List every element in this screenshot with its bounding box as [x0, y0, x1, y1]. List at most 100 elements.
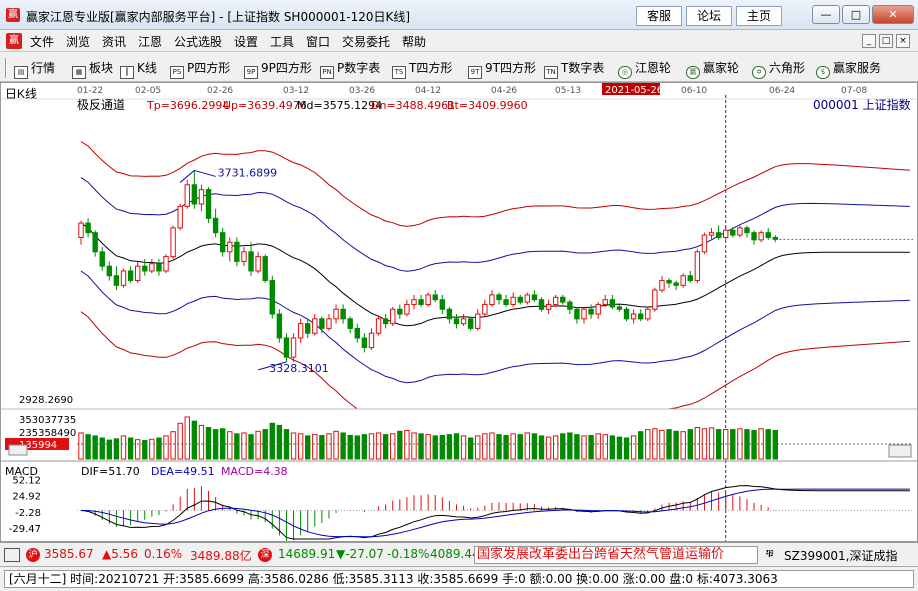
toolbar-9t-button[interactable]: 9T 9T四方形 — [468, 59, 536, 79]
volume-bar — [184, 416, 190, 460]
toolbar-label: T四方形 — [409, 61, 453, 75]
volume-bar — [149, 438, 155, 460]
volume-bar — [496, 434, 502, 460]
candle-body — [134, 265, 141, 282]
grid-icon[interactable] — [4, 548, 20, 562]
candle-body — [538, 299, 545, 310]
volume-bar — [326, 433, 332, 460]
candle-body — [397, 308, 403, 315]
forum-link[interactable]: 论坛 — [686, 6, 732, 26]
volume-bar — [156, 437, 162, 460]
candle-body — [510, 296, 516, 305]
toolbar-sector-button[interactable]: ▦ 板块 — [72, 59, 113, 79]
menu-help[interactable]: 帮助 — [402, 35, 427, 49]
sh-index-icon: 沪 — [26, 548, 40, 562]
toolbar-winner-wheel-button[interactable]: 赢赢家轮 — [686, 59, 739, 79]
toolbar-service-button[interactable]: $ 赢家服务 — [816, 59, 881, 79]
candle-body — [496, 294, 502, 301]
volume-bar — [312, 434, 318, 460]
macd-y-tick: -2.28 — [15, 508, 41, 519]
mdi-close-button[interactable]: × — [896, 34, 910, 48]
mdi-minimize-button[interactable]: _ — [862, 34, 876, 48]
param-md: Md=3575.1294 — [297, 99, 382, 112]
chart-area[interactable]: 日K线 01-22 02-05 02-26 03-12 03-26 04-12 04-26 05… — [0, 82, 918, 542]
candle-body — [127, 270, 134, 282]
candle-body — [290, 337, 297, 358]
candle-body — [255, 256, 261, 272]
volume-bar — [510, 433, 516, 460]
candle-body — [652, 289, 658, 310]
maximize-button[interactable]: □ — [842, 5, 870, 24]
menu-gann[interactable]: 江恩 — [138, 35, 163, 49]
homepage-link[interactable]: 主页 — [736, 6, 782, 26]
menu-trade[interactable]: 交易委托 — [342, 35, 391, 49]
low-marker-line — [257, 361, 287, 371]
volume-bar — [248, 434, 254, 460]
toolbar-hexagon-button[interactable]: ✡ 六角形 — [752, 59, 805, 79]
winner-wheel-icon: 赢 — [686, 66, 700, 79]
candle-body — [149, 263, 155, 272]
menu-window[interactable]: 窗口 — [306, 35, 331, 49]
candle-body — [687, 275, 693, 282]
toolbar-quote-button[interactable]: ▤ 行情 — [14, 59, 55, 79]
candle-body — [191, 184, 198, 205]
volume-bar — [134, 439, 141, 460]
volume-bar — [255, 430, 261, 460]
volume-bar — [680, 431, 686, 460]
candle-body — [333, 308, 339, 320]
mdi-restore-button[interactable]: □ — [879, 34, 893, 48]
period-label: 日K线 — [5, 87, 37, 101]
candle-body — [411, 299, 417, 305]
high-label: 3731.6899 — [218, 166, 278, 179]
toolbar-ts-button[interactable]: TS T四方形 — [392, 59, 453, 79]
close-button[interactable]: ✕ — [872, 5, 914, 24]
volume-bar — [276, 424, 283, 460]
toolbar-9p-button[interactable]: 9P 9P四方形 — [244, 59, 312, 79]
volume-bar — [404, 429, 410, 460]
volume-bar — [113, 438, 120, 460]
band-top-curve — [80, 141, 910, 227]
kline-chart[interactable]: 日K线 01-22 02-05 02-26 03-12 03-26 04-12 04-26 05… — [1, 83, 917, 541]
toolbar-tn-button[interactable]: TN T数字表 — [544, 59, 604, 79]
candle-body — [340, 308, 346, 320]
candle-body — [723, 229, 729, 238]
candle-body — [319, 318, 325, 329]
volume-bar — [453, 433, 460, 460]
volume-bar — [467, 437, 474, 460]
news-ticker[interactable]: 国家发展改革委出台跨省天然气管道运输价 — [474, 546, 758, 564]
candle-body — [680, 275, 686, 286]
candle-body — [694, 251, 701, 282]
menu-browse[interactable]: 浏览 — [66, 35, 91, 49]
candle-body — [297, 323, 304, 339]
customer-service-link[interactable]: 客服 — [636, 6, 682, 26]
candle-body — [574, 308, 580, 320]
menu-formula-select[interactable]: 公式选股 — [174, 35, 223, 49]
toolbar-kline-button[interactable]: ┃ K线 — [120, 59, 157, 79]
volume-bar — [170, 431, 176, 460]
menu-info[interactable]: 资讯 — [102, 35, 127, 49]
sz-code: SZ399001,深证成指 — [784, 549, 898, 563]
param-dn: Dn=3488.4961 — [371, 99, 455, 112]
sz-amount: 4089.44 — [430, 547, 480, 561]
band-bottom-curve — [80, 311, 910, 410]
volume-bar — [241, 432, 247, 460]
toolbar-pn-button[interactable]: PN P数字表 — [320, 59, 380, 79]
volume-bar — [340, 432, 346, 460]
bottom-price-label: 2928.2690 — [19, 395, 73, 406]
toolbar-label: 9T四方形 — [485, 61, 536, 75]
minimize-button[interactable]: — — [812, 5, 840, 24]
ts-icon: TS — [392, 66, 406, 79]
menu-file[interactable]: 文件 — [30, 35, 55, 49]
candle-body — [382, 318, 389, 325]
toolbar-gann-wheel-button[interactable]: ◎ 江恩轮 — [618, 59, 671, 79]
volume-bar — [694, 427, 701, 460]
volume-bar — [432, 435, 438, 460]
x-tick-label: 03-26 — [349, 86, 375, 96]
menu-settings[interactable]: 设置 — [234, 35, 259, 49]
volume-bar — [319, 434, 325, 460]
toolbar-ps-button[interactable]: PS P四方形 — [170, 59, 230, 79]
menu-tools[interactable]: 工具 — [270, 35, 295, 49]
toolbar-grip — [5, 58, 7, 78]
window-title: 赢家江恩专业版[赢家内部服务平台] - [上证指数 SH000001-120日K… — [26, 10, 411, 24]
macd-y-tick: 24.92 — [12, 492, 41, 503]
